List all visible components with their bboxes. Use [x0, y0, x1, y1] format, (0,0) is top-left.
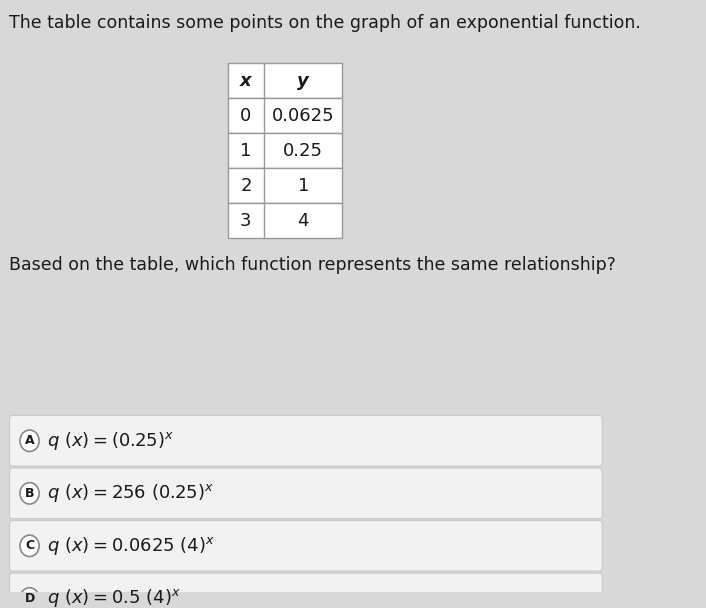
Text: $q\ (x) = (0.25)^{x}$: $q\ (x) = (0.25)^{x}$ [47, 430, 174, 452]
FancyBboxPatch shape [10, 415, 602, 466]
Bar [227, 203, 342, 238]
Bar [227, 98, 342, 133]
Text: $q\ (x) = 256\ (0.25)^{x}$: $q\ (x) = 256\ (0.25)^{x}$ [47, 482, 214, 504]
Text: y: y [297, 72, 309, 90]
Text: 1: 1 [298, 177, 309, 195]
Text: D: D [25, 592, 35, 605]
Text: The table contains some points on the graph of an exponential function.: The table contains some points on the gr… [8, 13, 640, 32]
Text: 1: 1 [240, 142, 251, 160]
Text: C: C [25, 539, 34, 553]
Text: 0.0625: 0.0625 [272, 107, 335, 125]
FancyBboxPatch shape [10, 573, 602, 608]
Text: x: x [240, 72, 252, 90]
Text: 3: 3 [240, 212, 251, 230]
Bar [227, 63, 342, 98]
Text: 2: 2 [240, 177, 251, 195]
Circle shape [20, 430, 39, 452]
Text: 0: 0 [240, 107, 251, 125]
Text: $q\ (x) = 0.5\ (4)^{x}$: $q\ (x) = 0.5\ (4)^{x}$ [47, 587, 181, 608]
FancyBboxPatch shape [10, 520, 602, 571]
Text: 0.25: 0.25 [283, 142, 323, 160]
FancyBboxPatch shape [10, 468, 602, 519]
Bar [227, 168, 342, 203]
Circle shape [20, 535, 39, 556]
Circle shape [20, 483, 39, 504]
Text: 4: 4 [297, 212, 309, 230]
Text: $q\ (x) = 0.0625\ (4)^{x}$: $q\ (x) = 0.0625\ (4)^{x}$ [47, 535, 215, 557]
Circle shape [20, 588, 39, 608]
Bar [227, 133, 342, 168]
Text: Based on the table, which function represents the same relationship?: Based on the table, which function repre… [8, 256, 616, 274]
Text: B: B [25, 487, 35, 500]
Text: A: A [25, 434, 35, 447]
